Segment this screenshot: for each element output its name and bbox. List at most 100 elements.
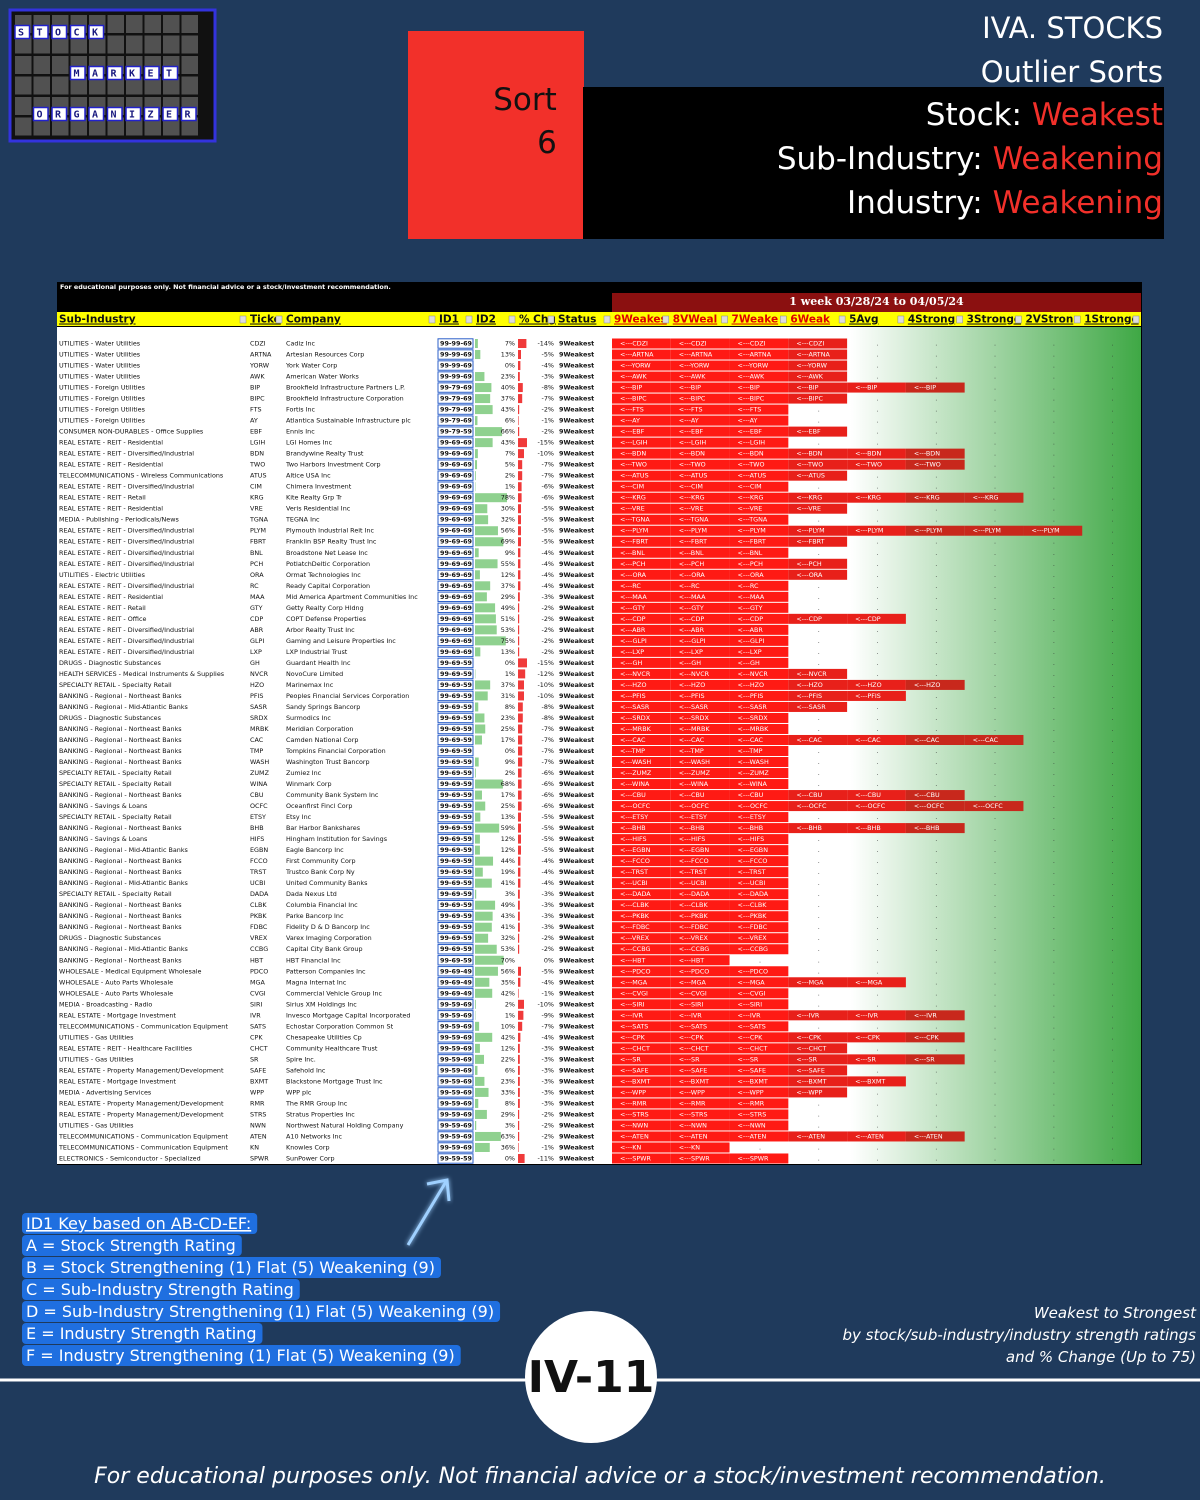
id2: 63% [501, 1132, 515, 1140]
strength-cell [612, 790, 671, 801]
strength-cell [788, 1087, 848, 1098]
strength-cell-text: <---PCH [620, 560, 646, 568]
blank-mark: . [1112, 373, 1114, 381]
ticker: SIRI [250, 1000, 262, 1008]
change-bar [518, 856, 521, 866]
change-bar [518, 581, 521, 591]
strength-cell-text: <---SRDX [620, 714, 651, 722]
strength-cell-text: <---BIPC [738, 395, 765, 403]
id1-box [437, 338, 474, 349]
blank-mark: . [1053, 1121, 1055, 1129]
blank-mark: . [1112, 1099, 1114, 1107]
company: Surmodics Inc [286, 714, 331, 722]
blank-mark: . [994, 1011, 996, 1019]
id1-box [437, 955, 474, 966]
id1: 99-69-59 [440, 934, 473, 942]
id2-bar [475, 515, 489, 525]
sub-industry: BANKING - Regional - Northeast Banks [59, 824, 182, 832]
strength-cell-text: <---ABR [738, 626, 764, 634]
blank-mark: . [994, 714, 996, 722]
blank-mark: . [935, 769, 937, 777]
id1: 99-69-69 [440, 648, 473, 656]
change: -3% [542, 1066, 554, 1074]
change: -5% [542, 835, 554, 843]
blank-mark: . [1112, 890, 1114, 898]
strength-cell [847, 525, 906, 536]
blank-mark: . [935, 747, 937, 755]
sub-industry: REAL ESTATE - Property Management/Develo… [59, 1099, 224, 1107]
strength-cell-text: <---KRG [973, 494, 999, 502]
id1-box [437, 844, 474, 856]
status: 9Weakest [559, 758, 594, 766]
strength-cell-text: <---WASH [679, 758, 710, 766]
blank-mark: . [1112, 813, 1114, 821]
company: Fortis Inc [286, 406, 316, 414]
sub-industry: UTILITIES - Water Utilities [59, 340, 141, 348]
blank-mark: . [994, 725, 996, 733]
strength-cell [729, 812, 789, 823]
sub-industry: REAL ESTATE - REIT - Diversified/Industr… [59, 560, 194, 568]
id1: 99-69-59 [440, 879, 473, 887]
filter-button [1073, 315, 1081, 324]
strength-cell [670, 1032, 730, 1043]
strength-cell [670, 349, 730, 360]
company: Stratus Properties Inc [286, 1110, 355, 1118]
strength-cell-text: <---HBT [679, 956, 704, 964]
blank-mark: . [1112, 648, 1114, 656]
id2-bar [475, 1021, 480, 1031]
logo-cell [126, 35, 143, 54]
strength-cell-text: <---VRE [679, 505, 704, 513]
ticker: YORW [249, 362, 270, 370]
strength-cell-text: <---AWK [620, 373, 647, 381]
status: 9Weakest [559, 582, 594, 590]
logo-letter-box [51, 106, 68, 122]
change-bar [518, 1021, 523, 1031]
footer: For educational purposes only. Not finan… [94, 1464, 1106, 1489]
change: -7% [542, 1022, 554, 1030]
strength-header: 9Weakes [614, 314, 667, 326]
blank-mark: . [994, 450, 996, 458]
blank-mark: . [935, 615, 937, 623]
id1: 99-69-59 [440, 956, 473, 964]
blank-mark: . [1112, 560, 1114, 568]
strength-cell [612, 492, 671, 503]
blank-mark: . [1053, 780, 1055, 788]
status: 9Weakest [559, 483, 594, 491]
blank-mark: . [994, 406, 996, 414]
company: Fidelity D & D Bancorp Inc [286, 923, 370, 931]
change: -3% [542, 1077, 554, 1085]
filter-button [465, 315, 473, 324]
change-bar [518, 713, 523, 723]
strength-cell [612, 635, 671, 646]
company: Arbor Realty Trust Inc [286, 626, 355, 634]
id2: 2% [505, 769, 515, 777]
strength-cell-text: <---VREX [679, 934, 709, 942]
ticker: BHB [250, 824, 264, 832]
strength-cell-text: <---BNL [738, 549, 763, 557]
blank-mark: . [994, 395, 996, 403]
ticker: TRST [249, 868, 266, 876]
strength-cell-text: <---CAC [738, 736, 764, 744]
company: Altice USA Inc [286, 472, 331, 480]
company: Chimera Investment [286, 483, 352, 491]
company: Ormat Technologies Inc [286, 571, 361, 579]
strength-cell-text: <---ATEN [738, 1132, 767, 1140]
change: -2% [542, 406, 554, 414]
strength-header: 6Weak [790, 314, 831, 326]
ticker: GLPI [250, 637, 264, 645]
id2: 1% [505, 483, 515, 491]
ticker: GH [250, 659, 260, 667]
strength-cell-text: <---TWO [855, 461, 882, 469]
logo-cell [163, 35, 180, 54]
logo-letter-box [125, 106, 142, 122]
strength-cell [612, 481, 671, 492]
strength-cell [612, 779, 671, 790]
strength-cell-text: <---CPK [914, 1033, 940, 1041]
blank-mark: . [1112, 758, 1114, 766]
blank-mark: . [1053, 923, 1055, 931]
id2: 55% [501, 560, 515, 568]
blank-mark: . [994, 1055, 996, 1063]
strength-cell [670, 845, 730, 856]
blank-mark: . [1112, 1088, 1114, 1096]
